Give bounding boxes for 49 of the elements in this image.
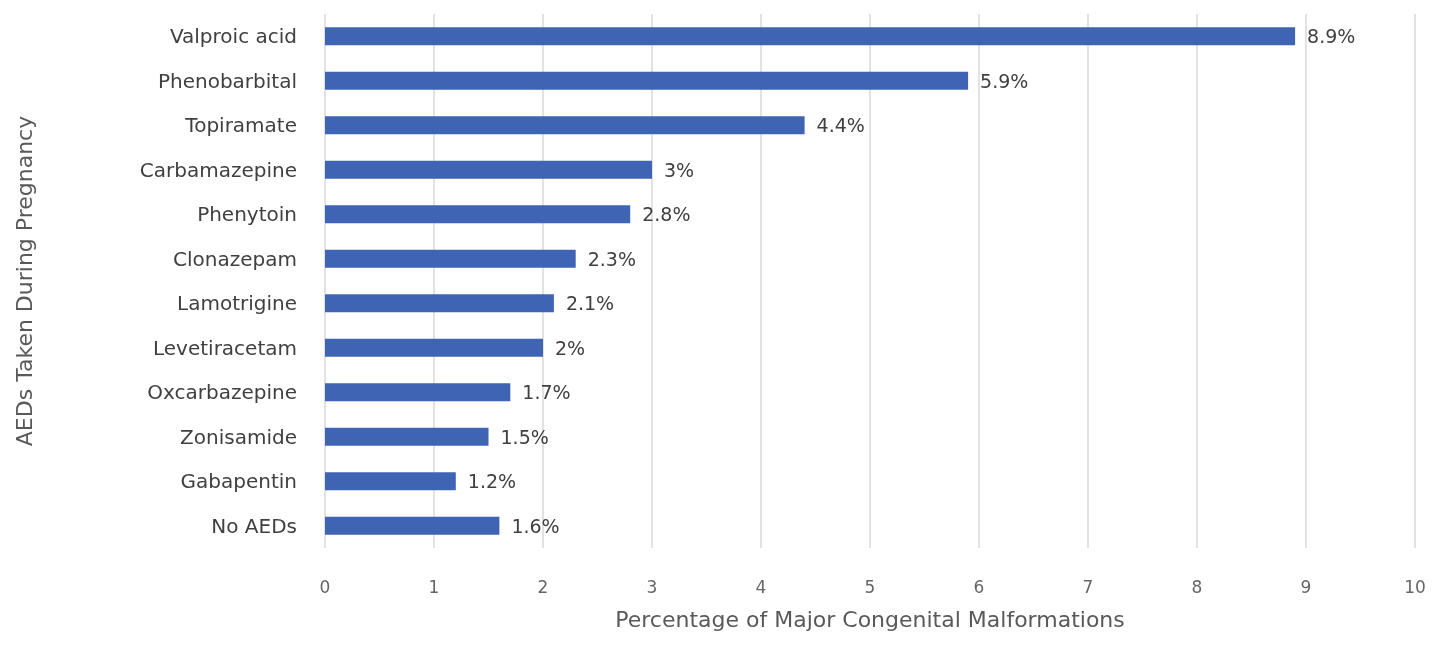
y-tick-label: Gabapentin [180, 469, 297, 494]
x-tick-label: 3 [646, 576, 658, 597]
x-tick-label: 6 [973, 576, 985, 597]
data-label: 8.9% [1307, 25, 1356, 48]
data-label: 1.2% [467, 470, 517, 493]
bar [325, 27, 1296, 46]
bar [325, 472, 456, 491]
bar [325, 516, 500, 535]
y-tick-label: No AEDs [211, 513, 297, 538]
data-label: 5.9% [980, 69, 1029, 92]
data-label: 1.6% [511, 514, 560, 537]
data-label: 2.8% [642, 203, 691, 226]
x-tick-label: 4 [755, 576, 767, 597]
bar [325, 160, 652, 179]
bar [325, 205, 631, 224]
bar [325, 116, 805, 135]
data-label: 1.7% [522, 381, 571, 404]
data-label: 3% [664, 158, 695, 181]
y-tick-label: Carbamazepine [139, 157, 297, 182]
y-tick-label: Lamotrigine [177, 291, 297, 316]
x-tick-label: 7 [1082, 576, 1094, 597]
bar [325, 294, 554, 313]
y-tick-label: Clonazepam [173, 246, 297, 271]
y-tick-label: Levetiracetam [153, 335, 297, 360]
y-tick-label: Topiramate [184, 113, 297, 138]
y-tick-label: Phenobarbital [157, 68, 297, 93]
x-axis-title: Percentage of Major Congenital Malformations [615, 606, 1125, 632]
y-tick-label: Zonisamide [180, 424, 297, 449]
x-tick-label: 5 [864, 576, 876, 597]
x-tick-label: 0 [319, 576, 331, 597]
data-label: 2% [555, 336, 586, 359]
y-tick-label: Phenytoin [197, 202, 297, 227]
x-tick-label: 8 [1191, 576, 1203, 597]
x-tick-label: 10 [1404, 576, 1426, 597]
bar [325, 249, 576, 268]
x-tick-label: 1 [428, 576, 440, 597]
bar [325, 71, 969, 90]
bar [325, 427, 489, 446]
y-tick-label: Oxcarbazepine [147, 380, 297, 405]
data-label: 2.3% [587, 247, 636, 270]
x-tick-label: 9 [1300, 576, 1312, 597]
y-tick-label: Valproic acid [169, 24, 297, 49]
data-label: 1.5% [500, 425, 549, 448]
bar [325, 383, 511, 402]
y-axis-title: AEDs Taken During Pregnancy [11, 115, 37, 447]
data-label: 2.1% [565, 292, 615, 315]
data-label: 4.4% [816, 114, 865, 137]
bar [325, 338, 543, 357]
x-tick-label: 2 [537, 576, 549, 597]
